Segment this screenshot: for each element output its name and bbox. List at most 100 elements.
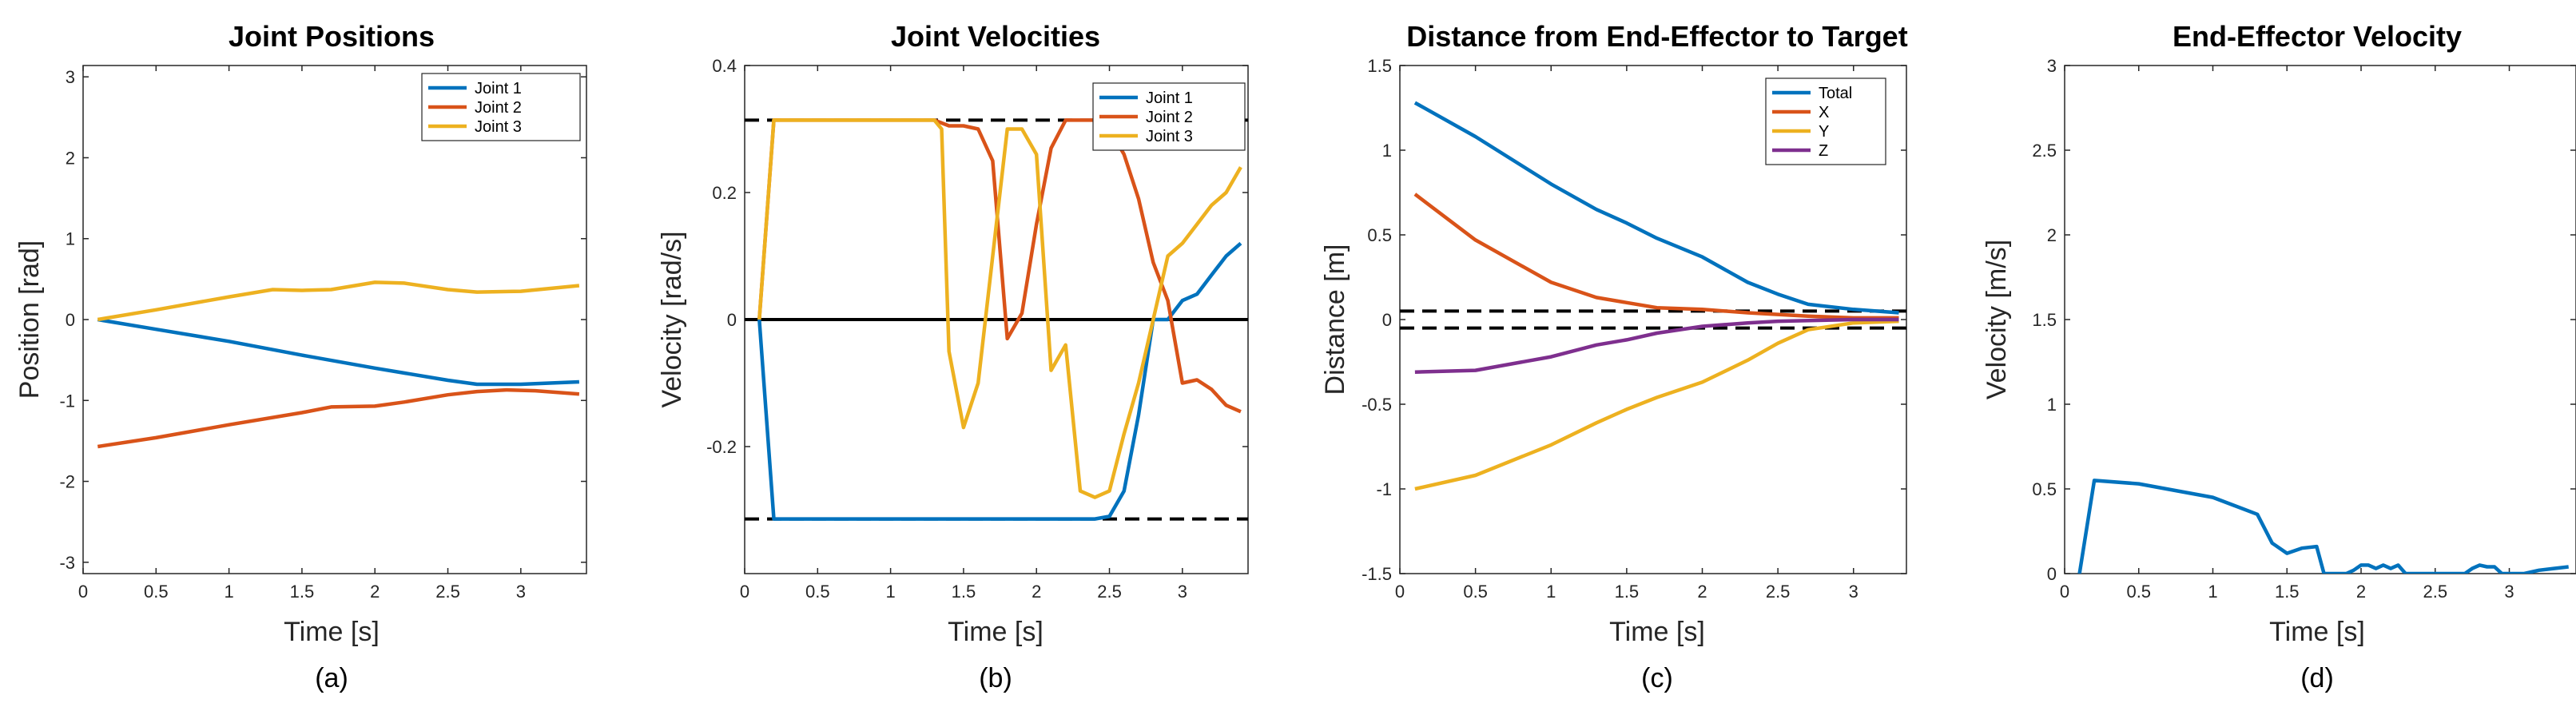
y-tick-label: 1 <box>2047 395 2057 415</box>
figure-caption: (a) <box>315 663 348 693</box>
x-axis-label: Time [s] <box>948 617 1044 647</box>
x-tick-label: 3 <box>1178 582 1187 602</box>
series-line-joint-2 <box>757 118 1242 414</box>
y-tick-label: 0.4 <box>712 56 737 76</box>
figure-caption: (c) <box>1641 663 1673 693</box>
x-tick-label: 0 <box>2060 582 2069 602</box>
x-tick-label: 1.5 <box>2275 582 2300 602</box>
x-tick-label: 2.5 <box>2423 582 2447 602</box>
y-tick-label: -1.5 <box>1362 564 1392 584</box>
series-line-y <box>1414 319 1899 491</box>
x-tick-label: 2.5 <box>435 582 460 602</box>
x-tick-label: 2.5 <box>1097 582 1122 602</box>
plot-area <box>2064 65 2576 574</box>
x-tick-label: 1.5 <box>952 582 976 602</box>
y-tick-label: 1.5 <box>2032 310 2057 330</box>
x-tick-label: 0.5 <box>144 582 169 602</box>
x-tick-label: 1.5 <box>290 582 315 602</box>
y-tick-label: 1 <box>66 229 75 249</box>
chart-title: Joint Velocities <box>891 20 1100 53</box>
x-tick-label: 2 <box>370 582 380 602</box>
x-tick-label: 3 <box>1849 582 1858 602</box>
series-group <box>1413 101 1899 491</box>
x-tick-label: 1 <box>1546 582 1556 602</box>
y-axis-label: Position [rad] <box>14 240 45 399</box>
series-group <box>757 118 1242 521</box>
x-tick-label: 3 <box>2504 582 2514 602</box>
x-tick-label: 1 <box>224 582 233 602</box>
y-axis-label: Velocity [m/s] <box>1982 240 2012 399</box>
y-tick-label: 0.2 <box>712 183 737 203</box>
series-line-z <box>1414 317 1899 374</box>
chart-joint-positions: Joint Positions Time [s] Position [rad] … <box>14 20 587 693</box>
x-tick-label: 2 <box>2356 582 2366 602</box>
y-axis-label: Distance [m] <box>1320 244 1350 395</box>
figure-caption: (d) <box>2300 663 2334 693</box>
x-tick-label: 0.5 <box>805 582 830 602</box>
x-tick-label: 0.5 <box>2126 582 2151 602</box>
x-axis-label: Time [s] <box>284 617 380 647</box>
y-tick-label: -1 <box>59 391 75 411</box>
series-group <box>2077 479 2569 574</box>
legend-entry: Z <box>1819 142 1828 160</box>
y-tick-label: 2 <box>2047 225 2057 245</box>
y-tick-label: -0.2 <box>706 437 737 457</box>
x-tick-label: 0 <box>740 582 749 602</box>
legend-entry: Joint 2 <box>475 99 522 117</box>
x-tick-label: 2.5 <box>1766 582 1791 602</box>
x-tick-label: 0 <box>78 582 88 602</box>
chart-joint-velocities: Joint Velocities Time [s] Velocity [rad/… <box>657 20 1249 693</box>
x-tick-label: 3 <box>516 582 526 602</box>
y-axis-label: Velocity [rad/s] <box>657 231 687 407</box>
series-line-total <box>1413 101 1899 315</box>
chart-title: Distance from End-Effector to Target <box>1406 20 1907 53</box>
legend-entry: Joint 1 <box>1146 89 1193 107</box>
x-axis-label: Time [s] <box>1609 617 1705 647</box>
chart-end-effector-velocity: End-Effector Velocity Time [s] Velocity … <box>1982 20 2576 693</box>
legend-entry: Joint 3 <box>1146 128 1193 145</box>
y-tick-label: -1 <box>1376 479 1392 499</box>
y-tick-label: 0 <box>727 310 737 330</box>
x-tick-label: 2 <box>1697 582 1707 602</box>
y-tick-label: 0.5 <box>1367 225 1392 245</box>
series-line-joint-1 <box>97 317 579 387</box>
series-line-joint-3 <box>757 118 1242 499</box>
y-tick-label: 3 <box>2047 56 2057 76</box>
x-tick-label: 1.5 <box>1615 582 1640 602</box>
legend-entry: Joint 2 <box>1146 109 1193 126</box>
series-line-joint-2 <box>97 387 580 449</box>
legend-entry: Total <box>1819 85 1852 102</box>
series-group <box>97 280 580 449</box>
x-tick-label: 1 <box>885 582 895 602</box>
series-line-velocity <box>2077 479 2569 574</box>
legend-entry: Y <box>1819 123 1829 141</box>
y-tick-label: -0.5 <box>1362 395 1392 415</box>
y-tick-label: -2 <box>59 472 75 492</box>
legend-entry: Joint 3 <box>475 118 522 136</box>
legend-entry: X <box>1819 104 1829 121</box>
figure-caption: (b) <box>979 663 1012 693</box>
x-tick-label: 0 <box>1395 582 1405 602</box>
y-tick-label: -3 <box>59 553 75 573</box>
y-tick-label: 0.5 <box>2032 479 2057 499</box>
legend-entry: Joint 1 <box>475 80 522 97</box>
x-tick-label: 2 <box>1032 582 1041 602</box>
y-tick-label: 0 <box>2047 564 2057 584</box>
x-axis-label: Time [s] <box>2269 617 2365 647</box>
series-line-joint-1 <box>757 241 1242 521</box>
x-tick-label: 0.5 <box>1463 582 1488 602</box>
chart-title: Joint Positions <box>229 20 435 53</box>
chart-distance-to-target: Distance from End-Effector to Target Tim… <box>1320 20 1908 693</box>
y-tick-label: 1.5 <box>1367 56 1392 76</box>
y-tick-label: 0 <box>1382 310 1392 330</box>
chart-title: End-Effector Velocity <box>2173 20 2462 53</box>
plot-area <box>82 65 587 574</box>
y-tick-label: 1 <box>1382 141 1392 161</box>
y-tick-label: 2 <box>66 148 75 168</box>
x-tick-label: 1 <box>2208 582 2217 602</box>
y-tick-label: 3 <box>66 67 75 87</box>
y-tick-label: 0 <box>66 310 75 330</box>
y-tick-label: 2.5 <box>2032 141 2057 161</box>
series-line-x <box>1413 193 1899 320</box>
